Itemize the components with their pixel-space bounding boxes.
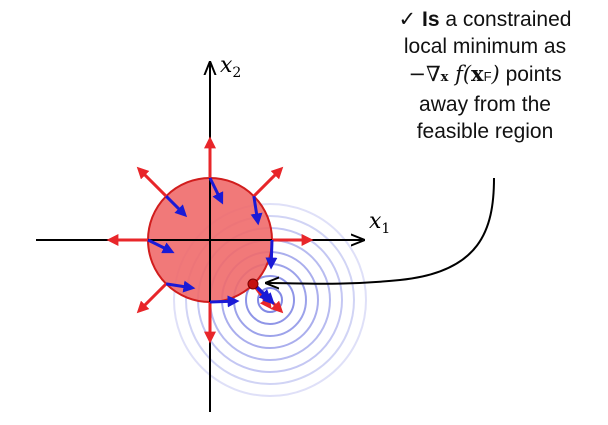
contour-line [245,275,295,325]
objective-gradient-arrow [250,195,263,226]
callout-line-2: local minimum as [403,35,567,58]
callout-line-3: −∇x f(xF) points [408,61,562,86]
objective-gradient-arrow [209,295,240,308]
x1-axis-label: x1 [369,209,390,237]
contour-line [185,215,355,385]
constraint-gradient-arrow [252,166,284,198]
callout-line-5: feasible region [416,120,554,143]
objective-gradient-arrow [147,238,175,254]
objective-gradient-arrow [208,177,224,205]
constraint-gradient-arrow [136,282,168,314]
objective-gradient-arrows [147,177,278,308]
callout-line-4: away from the [419,93,551,116]
callout-line-1: ✓ Is a constrained [398,8,572,31]
constraint-gradient-arrow [136,166,168,198]
candidate-point [247,278,259,290]
constraint-gradient-arrows [106,136,314,344]
objective-gradient-arrow [265,239,278,270]
objective-gradient-arrow [165,280,196,293]
callout-text: ✓ Is a constrained local minimum as −∇x … [368,6,602,145]
callout-pointer [268,177,495,284]
objective-gradient-arrow [165,195,188,218]
x2-axis-label: x2 [220,53,241,81]
contour-line [173,203,367,397]
